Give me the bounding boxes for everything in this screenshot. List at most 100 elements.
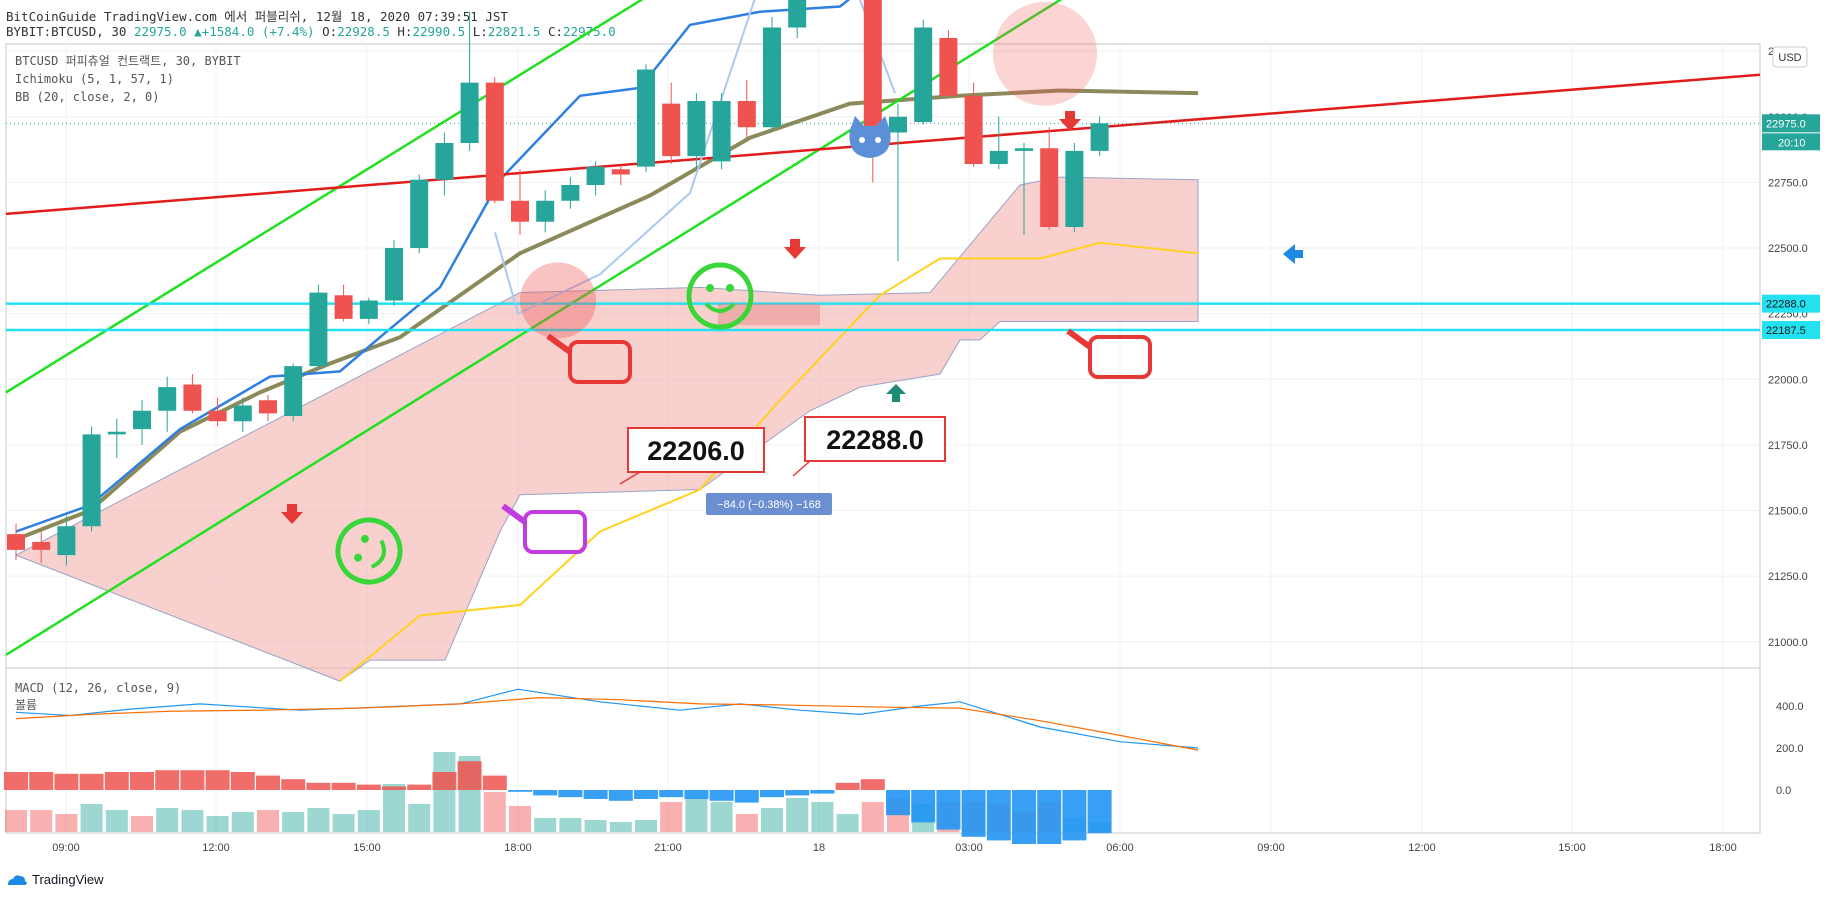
- level-label-box: [1762, 321, 1820, 340]
- candle-body: [107, 431, 126, 435]
- cat-head: [849, 116, 891, 158]
- measure-text: −84.0 (−0.38%) −168: [717, 499, 821, 511]
- macd-histogram-bar: [760, 790, 784, 798]
- macd-tick: 200.0: [1776, 743, 1804, 755]
- macd-histogram-bar: [256, 775, 280, 790]
- volume-bar: [433, 752, 456, 832]
- volume-bar: [30, 810, 53, 832]
- volume-bar: [584, 820, 607, 832]
- macd-pane: [4, 688, 1199, 844]
- macd-histogram-bar: [1062, 790, 1087, 841]
- time-tick: 18:00: [504, 842, 532, 854]
- macd-histogram-bar: [533, 790, 558, 796]
- volume-bar: [660, 802, 683, 832]
- macd-histogram-bar: [306, 782, 331, 790]
- candle-body: [7, 534, 25, 550]
- macd-tick: 0.0: [1776, 785, 1791, 797]
- measure-badge: [706, 493, 832, 515]
- currency-badge[interactable]: [1772, 46, 1808, 68]
- candle-body: [359, 300, 378, 319]
- cloud-logo-icon: [8, 874, 27, 885]
- pointing-hand-icon: [1066, 328, 1152, 379]
- volume-bar: [332, 814, 355, 832]
- volume-bar: [609, 822, 632, 832]
- low-value: 22821.5: [487, 24, 541, 39]
- price-tick: 22750.0: [1768, 177, 1808, 189]
- candle-body: [712, 101, 731, 162]
- candle-body: [939, 38, 958, 96]
- macd-histogram-bar: [936, 790, 961, 830]
- volume-bar: [156, 808, 179, 832]
- volume-bar: [483, 792, 506, 832]
- price-tick: 21000.0: [1768, 637, 1808, 649]
- macd-histogram-bar: [986, 790, 1011, 841]
- macd-histogram-bar: [155, 770, 180, 790]
- candle-body: [889, 116, 907, 133]
- tradingview-logo[interactable]: TradingView: [6, 872, 104, 887]
- hand-finger: [546, 333, 572, 355]
- legend-volume: 볼륨: [15, 698, 37, 712]
- axes: 23250.023000.022750.022500.022250.022000…: [52, 46, 1820, 854]
- smiley-eye: [726, 284, 734, 292]
- candle-body: [385, 248, 403, 301]
- last-price-label-box: [1762, 114, 1820, 133]
- high-value: 22990.5: [412, 24, 466, 39]
- time-tick: 03:00: [955, 842, 983, 854]
- hand-shape: [1088, 335, 1152, 379]
- time-tick: 18:00: [1709, 842, 1737, 854]
- candle-body: [460, 82, 479, 143]
- callout-pointer: [619, 471, 641, 485]
- time-tick: 21:00: [654, 842, 682, 854]
- volume-bar: [257, 810, 279, 832]
- candle-body: [284, 366, 303, 416]
- volume-bar: [282, 812, 305, 832]
- publish-info: BitCoinGuide TradingView.com 에서 퍼블리쉬, 12…: [6, 9, 508, 24]
- time-tick: 15:00: [1558, 842, 1586, 854]
- volume-bar: [181, 810, 204, 832]
- cat-eye: [859, 137, 865, 143]
- volume-bar: [55, 814, 78, 832]
- cat-icon: [849, 116, 891, 158]
- macd-histogram-bar: [1012, 790, 1036, 844]
- overlay-labels: 22206.0 22288.0 −84.0 (−0.38%) −168: [619, 416, 946, 515]
- volume-bar: [408, 804, 431, 832]
- candle-body: [611, 169, 630, 175]
- candle-body: [133, 410, 151, 430]
- macd-histogram-bar: [659, 790, 684, 798]
- volume-bar: [80, 804, 103, 832]
- volume-bar: [735, 814, 758, 832]
- macd-histogram-bar: [886, 790, 910, 816]
- smiley-icon: [335, 517, 403, 585]
- callout-22288: 22288.0: [826, 425, 924, 455]
- candle-body: [737, 101, 756, 128]
- countdown-box: [1762, 133, 1820, 151]
- level-label-box: [1762, 294, 1820, 313]
- pointing-hand-icon: [546, 333, 632, 384]
- macd-tick: 400.0: [1776, 701, 1804, 713]
- macd-histogram-bar: [356, 784, 381, 790]
- callout-22206: 22206.0: [647, 436, 745, 466]
- cloud-area: [14, 176, 1199, 682]
- volume-bar: [357, 810, 380, 832]
- level-label: 22187.5: [1766, 325, 1806, 337]
- macd-histogram-bar: [734, 790, 759, 803]
- smiley-face: [335, 517, 403, 585]
- price-tick: 22000.0: [1768, 374, 1808, 386]
- candles[interactable]: [7, 0, 1109, 566]
- macd-histogram-bar: [508, 790, 532, 792]
- macd-histogram-bar: [457, 761, 482, 790]
- candle-body: [57, 526, 76, 556]
- volume-bar: [231, 812, 254, 832]
- projection-path: [494, 0, 896, 316]
- smiley-eye: [354, 553, 363, 562]
- last-price-value: 22975.0: [133, 24, 187, 39]
- pointing-hand-icon: [501, 503, 587, 554]
- candle-body: [1015, 148, 1033, 151]
- macd-histogram-bar: [1037, 790, 1062, 844]
- price-tick: 21750.0: [1768, 440, 1808, 452]
- smiley-mouth: [704, 302, 736, 313]
- candle-body: [914, 27, 933, 122]
- candle-body: [662, 103, 681, 157]
- time-tick: 15:00: [353, 842, 381, 854]
